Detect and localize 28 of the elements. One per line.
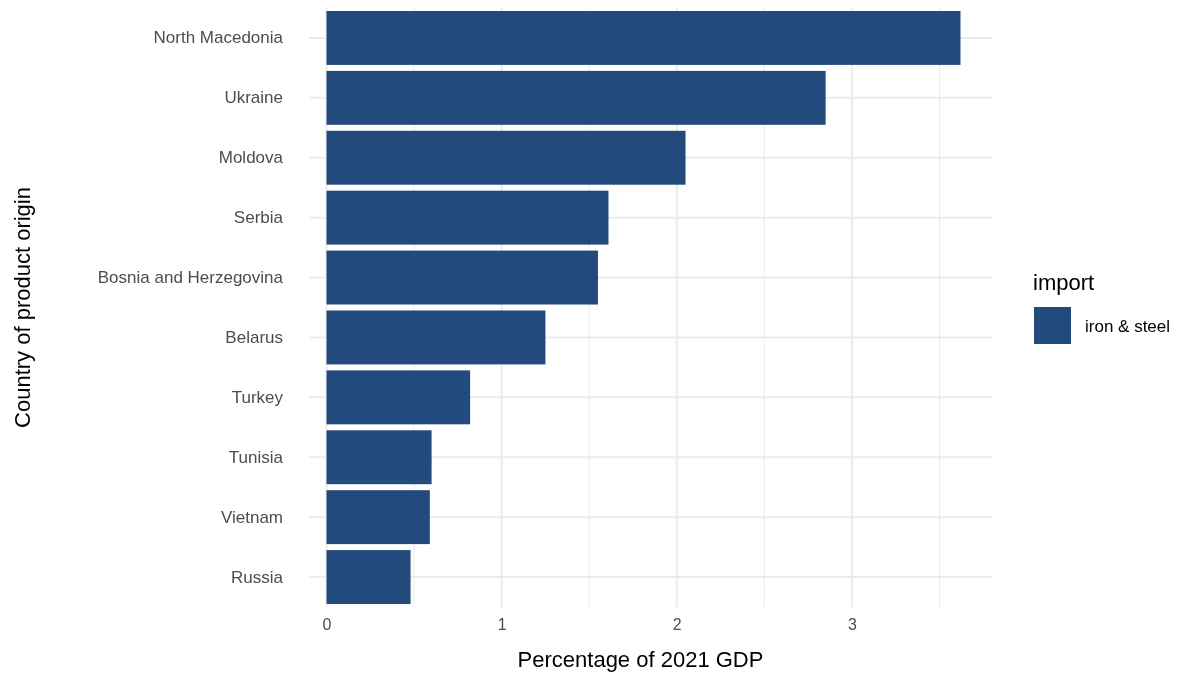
bar — [326, 490, 430, 545]
y-tick-label: Vietnam — [220, 507, 283, 527]
x-tick-label: 1 — [497, 616, 507, 634]
x-tick-label: 0 — [322, 616, 332, 634]
legend-title: import — [1033, 270, 1095, 295]
y-axis-title: Country of product origin — [10, 187, 35, 428]
y-tick-label: Moldova — [218, 148, 284, 168]
bar — [326, 430, 432, 485]
y-tick-label: Russia — [231, 567, 284, 587]
x-tick-label: 2 — [672, 616, 682, 634]
bar — [326, 310, 546, 365]
x-tick-label: 3 — [847, 616, 857, 634]
bar — [326, 11, 961, 65]
bar — [326, 190, 609, 245]
y-tick-label: Bosnia and Herzegovina — [97, 267, 284, 287]
y-tick-label: Tunisia — [228, 447, 284, 467]
y-tick-label: North Macedonia — [153, 28, 284, 48]
bar — [326, 550, 411, 605]
y-tick-label: Ukraine — [224, 88, 283, 108]
bar — [326, 370, 471, 425]
x-axis-title: Percentage of 2021 GDP — [517, 647, 764, 672]
bar — [326, 130, 686, 185]
y-tick-label: Serbia — [233, 208, 284, 228]
bar — [326, 70, 826, 125]
y-tick-label: Belarus — [225, 327, 283, 347]
y-tick-label: Turkey — [231, 387, 284, 407]
bar — [326, 250, 598, 305]
legend-label: iron & steel — [1085, 317, 1171, 336]
